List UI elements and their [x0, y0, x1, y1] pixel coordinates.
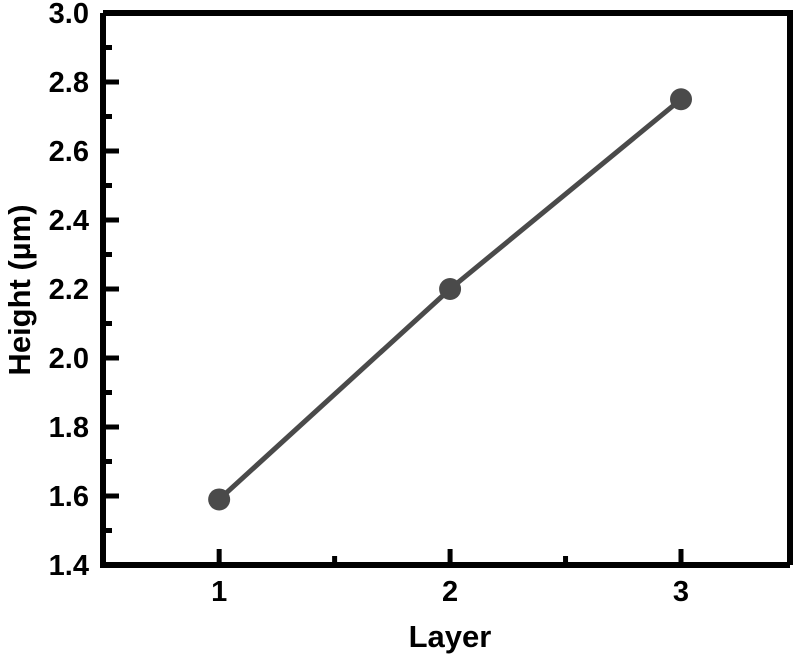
y-tick-label: 1.6: [49, 481, 89, 513]
data-series-group: [208, 88, 693, 511]
y-axis-tick-labels: 1.4 1.6 1.8 2.0 2.2 2.4 2.6 2.8 3.0: [49, 0, 89, 582]
y-tick-label: 2.6: [49, 136, 89, 168]
y-tick-label: 1.8: [49, 412, 89, 444]
y-axis-title: Height (µm): [2, 204, 37, 375]
data-point-marker: [670, 88, 693, 111]
y-tick-label: 3.0: [49, 0, 89, 30]
x-axis-tick-labels: 1 2 3: [211, 576, 689, 608]
x-axis-minor-ticks: [332, 556, 569, 565]
x-axis-major-ticks: [216, 549, 684, 565]
x-axis-title: Layer: [409, 619, 492, 654]
data-point-marker: [208, 488, 231, 511]
y-tick-label: 2.0: [49, 343, 89, 375]
x-tick-label: 3: [673, 576, 689, 608]
y-axis-minor-ticks: [103, 45, 112, 533]
y-tick-label: 1.4: [49, 550, 89, 582]
y-tick-label: 2.8: [49, 67, 89, 99]
series-markers-height: [208, 88, 693, 511]
y-tick-label: 2.2: [49, 274, 89, 306]
x-tick-label: 1: [211, 576, 227, 608]
y-axis-major-ticks: [103, 10, 119, 568]
data-point-marker: [439, 278, 462, 300]
y-tick-label: 2.4: [49, 205, 89, 237]
x-tick-label: 2: [442, 576, 458, 608]
